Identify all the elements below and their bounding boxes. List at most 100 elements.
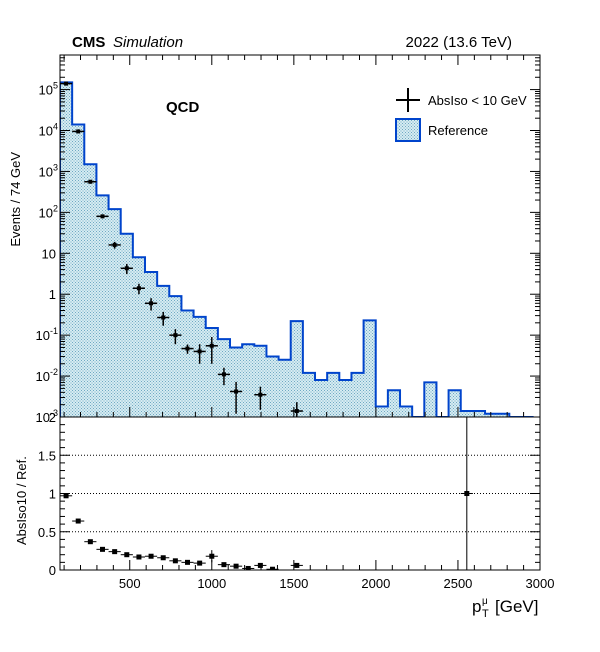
ratio-y-tick-label: 2 xyxy=(49,410,56,425)
top-panel: 10-3 10-2 10-1 1 10 102 103 104 105 QCD Events /… xyxy=(8,54,541,425)
ratio-point xyxy=(266,566,279,570)
legend: AbsIso < 10 GeV Reference xyxy=(395,88,527,142)
ratio-point-marker xyxy=(100,546,106,552)
data-point xyxy=(193,344,206,364)
top-y-tick-label: 10-1 xyxy=(36,326,58,343)
energy-label: 2022 (13.6 TeV) xyxy=(406,34,512,51)
ratio-point-marker xyxy=(160,555,166,561)
data-point xyxy=(84,179,97,184)
ratio-y-axis: 0 0.5 1 1.5 2 xyxy=(38,410,540,578)
ratio-points xyxy=(60,417,473,570)
data-point xyxy=(217,367,231,386)
ratio-panel: 0 0.5 1 1.5 2 500 1000 1500 2000 2500 3000 AbsIso… xyxy=(14,410,555,591)
ratio-point xyxy=(230,563,243,569)
x-tick-label: 2500 xyxy=(443,576,472,591)
ratio-point-marker xyxy=(464,491,470,496)
x-tick-label: 1500 xyxy=(279,576,308,591)
ratio-point-marker xyxy=(197,560,203,566)
ratio-point-marker xyxy=(245,565,251,570)
ratio-point-marker xyxy=(270,566,276,570)
ratio-point xyxy=(96,546,109,552)
data-point-marker xyxy=(124,266,129,271)
data-point-marker xyxy=(173,333,178,338)
data-point xyxy=(181,344,194,354)
ratio-point-marker xyxy=(185,559,191,565)
data-point xyxy=(169,329,182,345)
ratio-point xyxy=(254,562,267,568)
legend-marker-data xyxy=(396,88,420,112)
data-point-marker xyxy=(161,315,166,320)
ratio-point-marker xyxy=(148,553,154,559)
data-point xyxy=(145,298,158,311)
ratio-point-marker xyxy=(221,562,227,568)
ratio-point xyxy=(108,549,121,555)
ratio-point-marker xyxy=(75,518,81,524)
data-point xyxy=(96,214,109,219)
legend-label-reference: Reference xyxy=(428,123,488,138)
data-point-marker xyxy=(136,286,141,291)
data-point xyxy=(290,402,303,417)
data-point-marker xyxy=(88,179,93,184)
reference-fill xyxy=(60,82,534,417)
experiment-label: CMS xyxy=(72,34,105,51)
x-axis-label-sup: μ xyxy=(482,596,488,607)
data-point-marker xyxy=(76,129,81,134)
top-y-axis: 10-3 10-2 10-1 1 10 102 103 104 105 xyxy=(36,54,540,425)
process-label: QCD xyxy=(166,99,200,116)
x-tick-label: 2000 xyxy=(361,576,390,591)
data-point-marker xyxy=(209,343,214,348)
ratio-point xyxy=(290,562,303,568)
data-point-marker xyxy=(197,349,202,354)
x-axis-label-unit: [GeV] xyxy=(495,597,538,616)
data-point xyxy=(157,311,170,326)
top-y-tick-label: 104 xyxy=(39,122,58,139)
data-point xyxy=(108,241,121,249)
data-point xyxy=(120,263,133,275)
x-tick-label: 500 xyxy=(119,576,141,591)
ratio-y-tick-label: 1 xyxy=(49,487,56,502)
top-y-tick-label: 10-2 xyxy=(36,367,58,384)
ratio-point-marker xyxy=(63,493,69,499)
data-points xyxy=(60,81,303,417)
top-y-tick-label: 105 xyxy=(39,81,58,98)
x-axis-label-sub: T xyxy=(482,608,489,620)
data-point xyxy=(72,129,85,134)
data-point-marker xyxy=(185,346,190,351)
status-label: Simulation xyxy=(113,34,183,51)
top-y-tick-label: 1 xyxy=(49,287,56,302)
ratio-point-marker xyxy=(124,552,130,558)
ratio-point xyxy=(169,558,182,564)
ratio-point-marker xyxy=(233,563,239,569)
data-point-marker xyxy=(294,409,299,414)
x-axis-label-main: p xyxy=(472,597,481,616)
data-point-marker xyxy=(149,301,154,306)
ratio-point xyxy=(157,555,170,561)
data-point xyxy=(205,337,218,364)
ratio-point-marker xyxy=(257,562,263,568)
data-point-marker xyxy=(100,214,105,219)
ratio-point xyxy=(120,552,133,558)
ratio-y-tick-label: 0.5 xyxy=(38,525,56,540)
ratio-point xyxy=(181,559,194,565)
ratio-point xyxy=(60,493,73,499)
ratio-point-marker xyxy=(294,562,300,568)
ratio-point xyxy=(145,553,158,559)
ratio-y-axis-label: AbsIso10 / Ref. xyxy=(14,456,29,545)
data-point xyxy=(60,81,73,86)
data-point-marker xyxy=(64,81,69,86)
data-point-marker xyxy=(221,372,226,377)
reference-outline xyxy=(60,81,534,417)
x-tick-label: 1000 xyxy=(197,576,226,591)
ratio-point xyxy=(460,417,473,570)
x-tick-label: 3000 xyxy=(526,576,555,591)
data-point-marker xyxy=(112,242,117,247)
legend-marker-reference xyxy=(395,118,421,142)
ratio-x-axis: 500 1000 1500 2000 2500 3000 xyxy=(63,560,555,591)
ratio-point xyxy=(217,562,231,568)
top-y-tick-label: 103 xyxy=(39,162,58,179)
data-point-marker xyxy=(258,392,263,397)
ratio-point-marker xyxy=(209,553,215,559)
top-y-tick-label: 10-3 xyxy=(36,408,58,425)
ratio-point-marker xyxy=(172,558,178,564)
